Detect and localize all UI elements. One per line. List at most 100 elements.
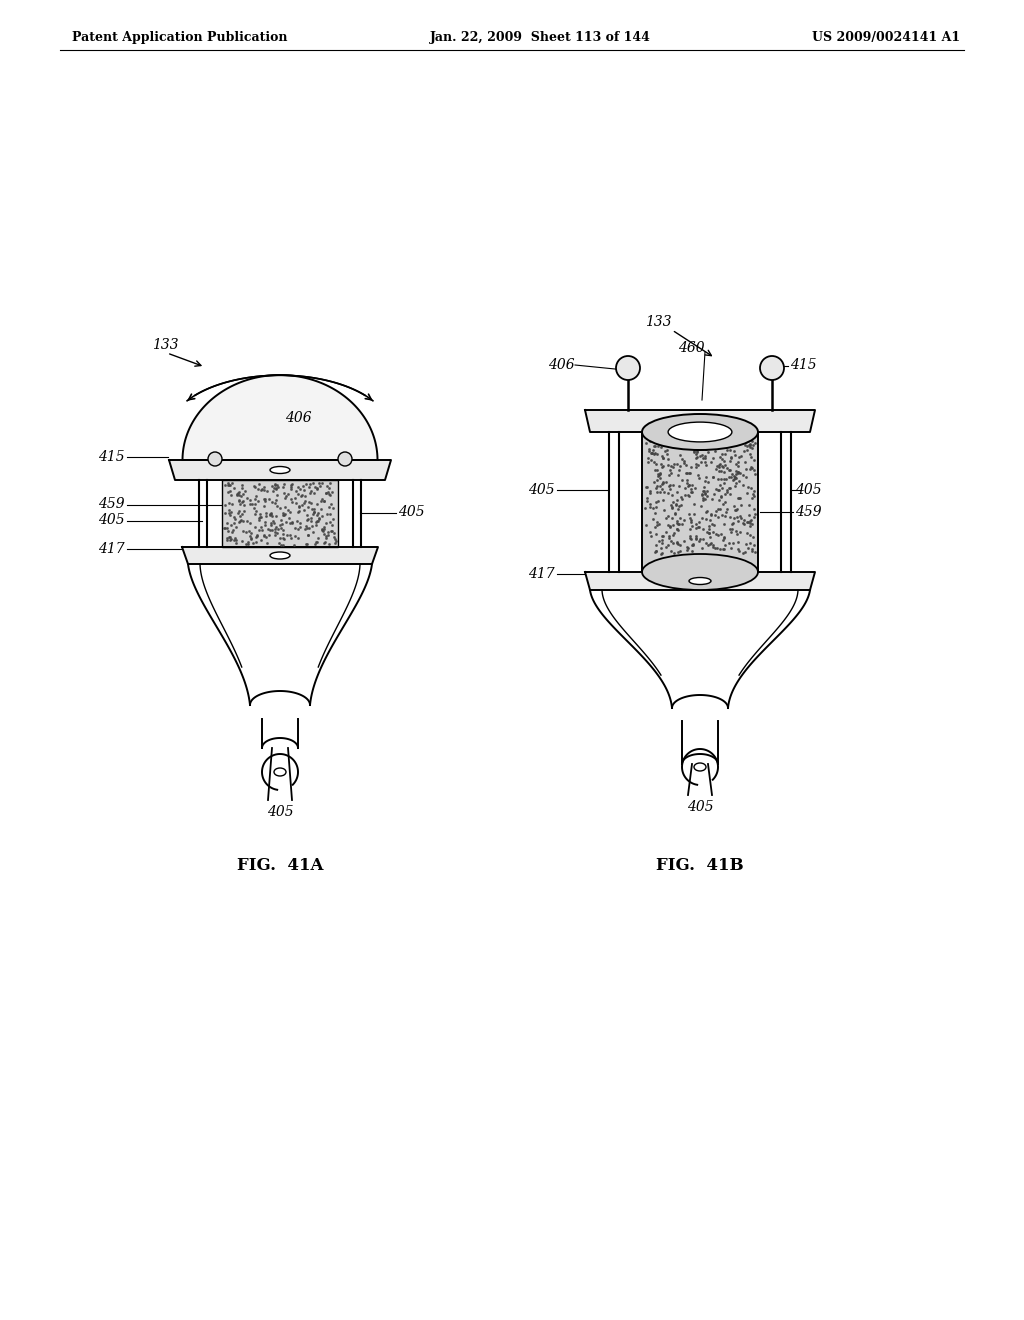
Text: 133: 133 <box>152 338 178 352</box>
Point <box>697 502 714 523</box>
Point <box>226 477 243 498</box>
Point <box>703 488 720 510</box>
Point <box>678 462 694 483</box>
Point <box>703 532 720 553</box>
Point <box>649 482 666 503</box>
Text: 406: 406 <box>285 411 311 425</box>
Point <box>222 480 239 502</box>
Point <box>660 513 677 535</box>
Point <box>278 511 294 532</box>
Point <box>742 436 759 457</box>
Point <box>694 445 711 466</box>
Point <box>688 517 705 539</box>
Point <box>657 507 674 528</box>
Point <box>305 504 322 525</box>
Point <box>716 539 732 560</box>
Point <box>283 527 299 548</box>
Point <box>684 533 700 554</box>
Point <box>658 537 675 558</box>
Text: Jan. 22, 2009  Sheet 113 of 144: Jan. 22, 2009 Sheet 113 of 144 <box>430 30 651 44</box>
Point <box>311 473 328 494</box>
Point <box>669 519 685 540</box>
Point <box>653 478 670 499</box>
Point <box>290 519 306 540</box>
Point <box>233 478 250 499</box>
Point <box>268 474 285 495</box>
Point <box>647 516 664 537</box>
Point <box>731 541 748 562</box>
Point <box>726 429 742 450</box>
Point <box>672 455 688 477</box>
Point <box>251 520 267 541</box>
Point <box>223 484 240 506</box>
Point <box>641 496 657 517</box>
Point <box>274 528 291 549</box>
Point <box>659 444 676 465</box>
Point <box>265 478 282 499</box>
Point <box>242 512 258 533</box>
Point <box>270 517 287 539</box>
Point <box>739 512 756 533</box>
Point <box>671 434 687 455</box>
Point <box>321 484 337 506</box>
Point <box>692 528 709 549</box>
Point <box>701 523 718 544</box>
Point <box>309 494 326 515</box>
Point <box>745 480 762 502</box>
Point <box>656 441 673 462</box>
Point <box>299 533 315 554</box>
Point <box>322 533 338 554</box>
Point <box>664 429 680 450</box>
Point <box>652 467 669 488</box>
Point <box>726 469 742 490</box>
Text: Patent Application Publication: Patent Application Publication <box>72 30 288 44</box>
Point <box>301 517 317 539</box>
Point <box>305 499 322 520</box>
Point <box>316 531 333 552</box>
Point <box>682 528 698 549</box>
Point <box>663 430 679 451</box>
Point <box>681 429 697 450</box>
Point <box>306 482 323 503</box>
Point <box>302 474 318 495</box>
Bar <box>222 480 338 546</box>
Point <box>263 515 280 536</box>
Point <box>683 426 699 447</box>
Point <box>311 475 328 496</box>
Point <box>303 492 319 513</box>
Point <box>694 519 711 540</box>
Point <box>717 444 733 465</box>
Point <box>731 470 748 491</box>
Point <box>663 516 679 537</box>
Point <box>697 470 714 491</box>
Point <box>226 529 243 550</box>
Point <box>692 496 709 517</box>
Point <box>698 521 715 543</box>
Point <box>227 532 244 553</box>
Point <box>698 486 715 507</box>
Point <box>684 540 700 561</box>
Text: FIG.  41B: FIG. 41B <box>656 857 743 874</box>
Point <box>716 528 732 549</box>
Point <box>716 428 732 449</box>
Point <box>746 463 763 484</box>
Point <box>719 482 735 503</box>
Point <box>308 477 325 498</box>
Point <box>276 496 293 517</box>
Point <box>706 515 722 536</box>
Point <box>745 486 762 507</box>
Point <box>726 466 742 487</box>
Point <box>692 428 709 449</box>
Polygon shape <box>585 572 815 590</box>
Point <box>714 504 730 525</box>
Point <box>744 487 761 508</box>
Point <box>724 434 740 455</box>
Point <box>683 535 699 556</box>
Point <box>641 482 657 503</box>
Point <box>653 525 670 546</box>
Point <box>720 429 736 450</box>
Point <box>295 477 311 498</box>
Ellipse shape <box>642 554 758 590</box>
Point <box>676 450 692 471</box>
Point <box>638 433 654 454</box>
